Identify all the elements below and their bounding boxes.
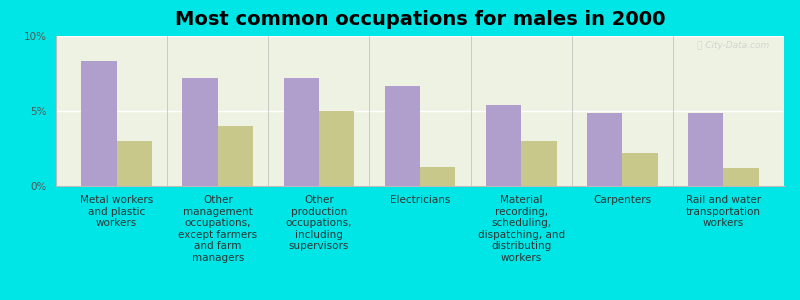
Bar [82, 61, 117, 186]
Bar [420, 167, 455, 186]
Bar [587, 112, 622, 186]
Bar [117, 141, 152, 186]
Text: Ⓡ City-Data.com: Ⓡ City-Data.com [697, 40, 770, 50]
Bar [319, 111, 354, 186]
Bar [521, 141, 557, 186]
Bar [486, 105, 521, 186]
Title: Most common occupations for males in 2000: Most common occupations for males in 200… [174, 10, 666, 29]
Bar [218, 126, 253, 186]
Bar [182, 78, 218, 186]
Bar [622, 153, 658, 186]
Bar [688, 112, 723, 186]
Bar [385, 85, 420, 186]
Bar [283, 78, 319, 186]
Bar [723, 168, 758, 186]
